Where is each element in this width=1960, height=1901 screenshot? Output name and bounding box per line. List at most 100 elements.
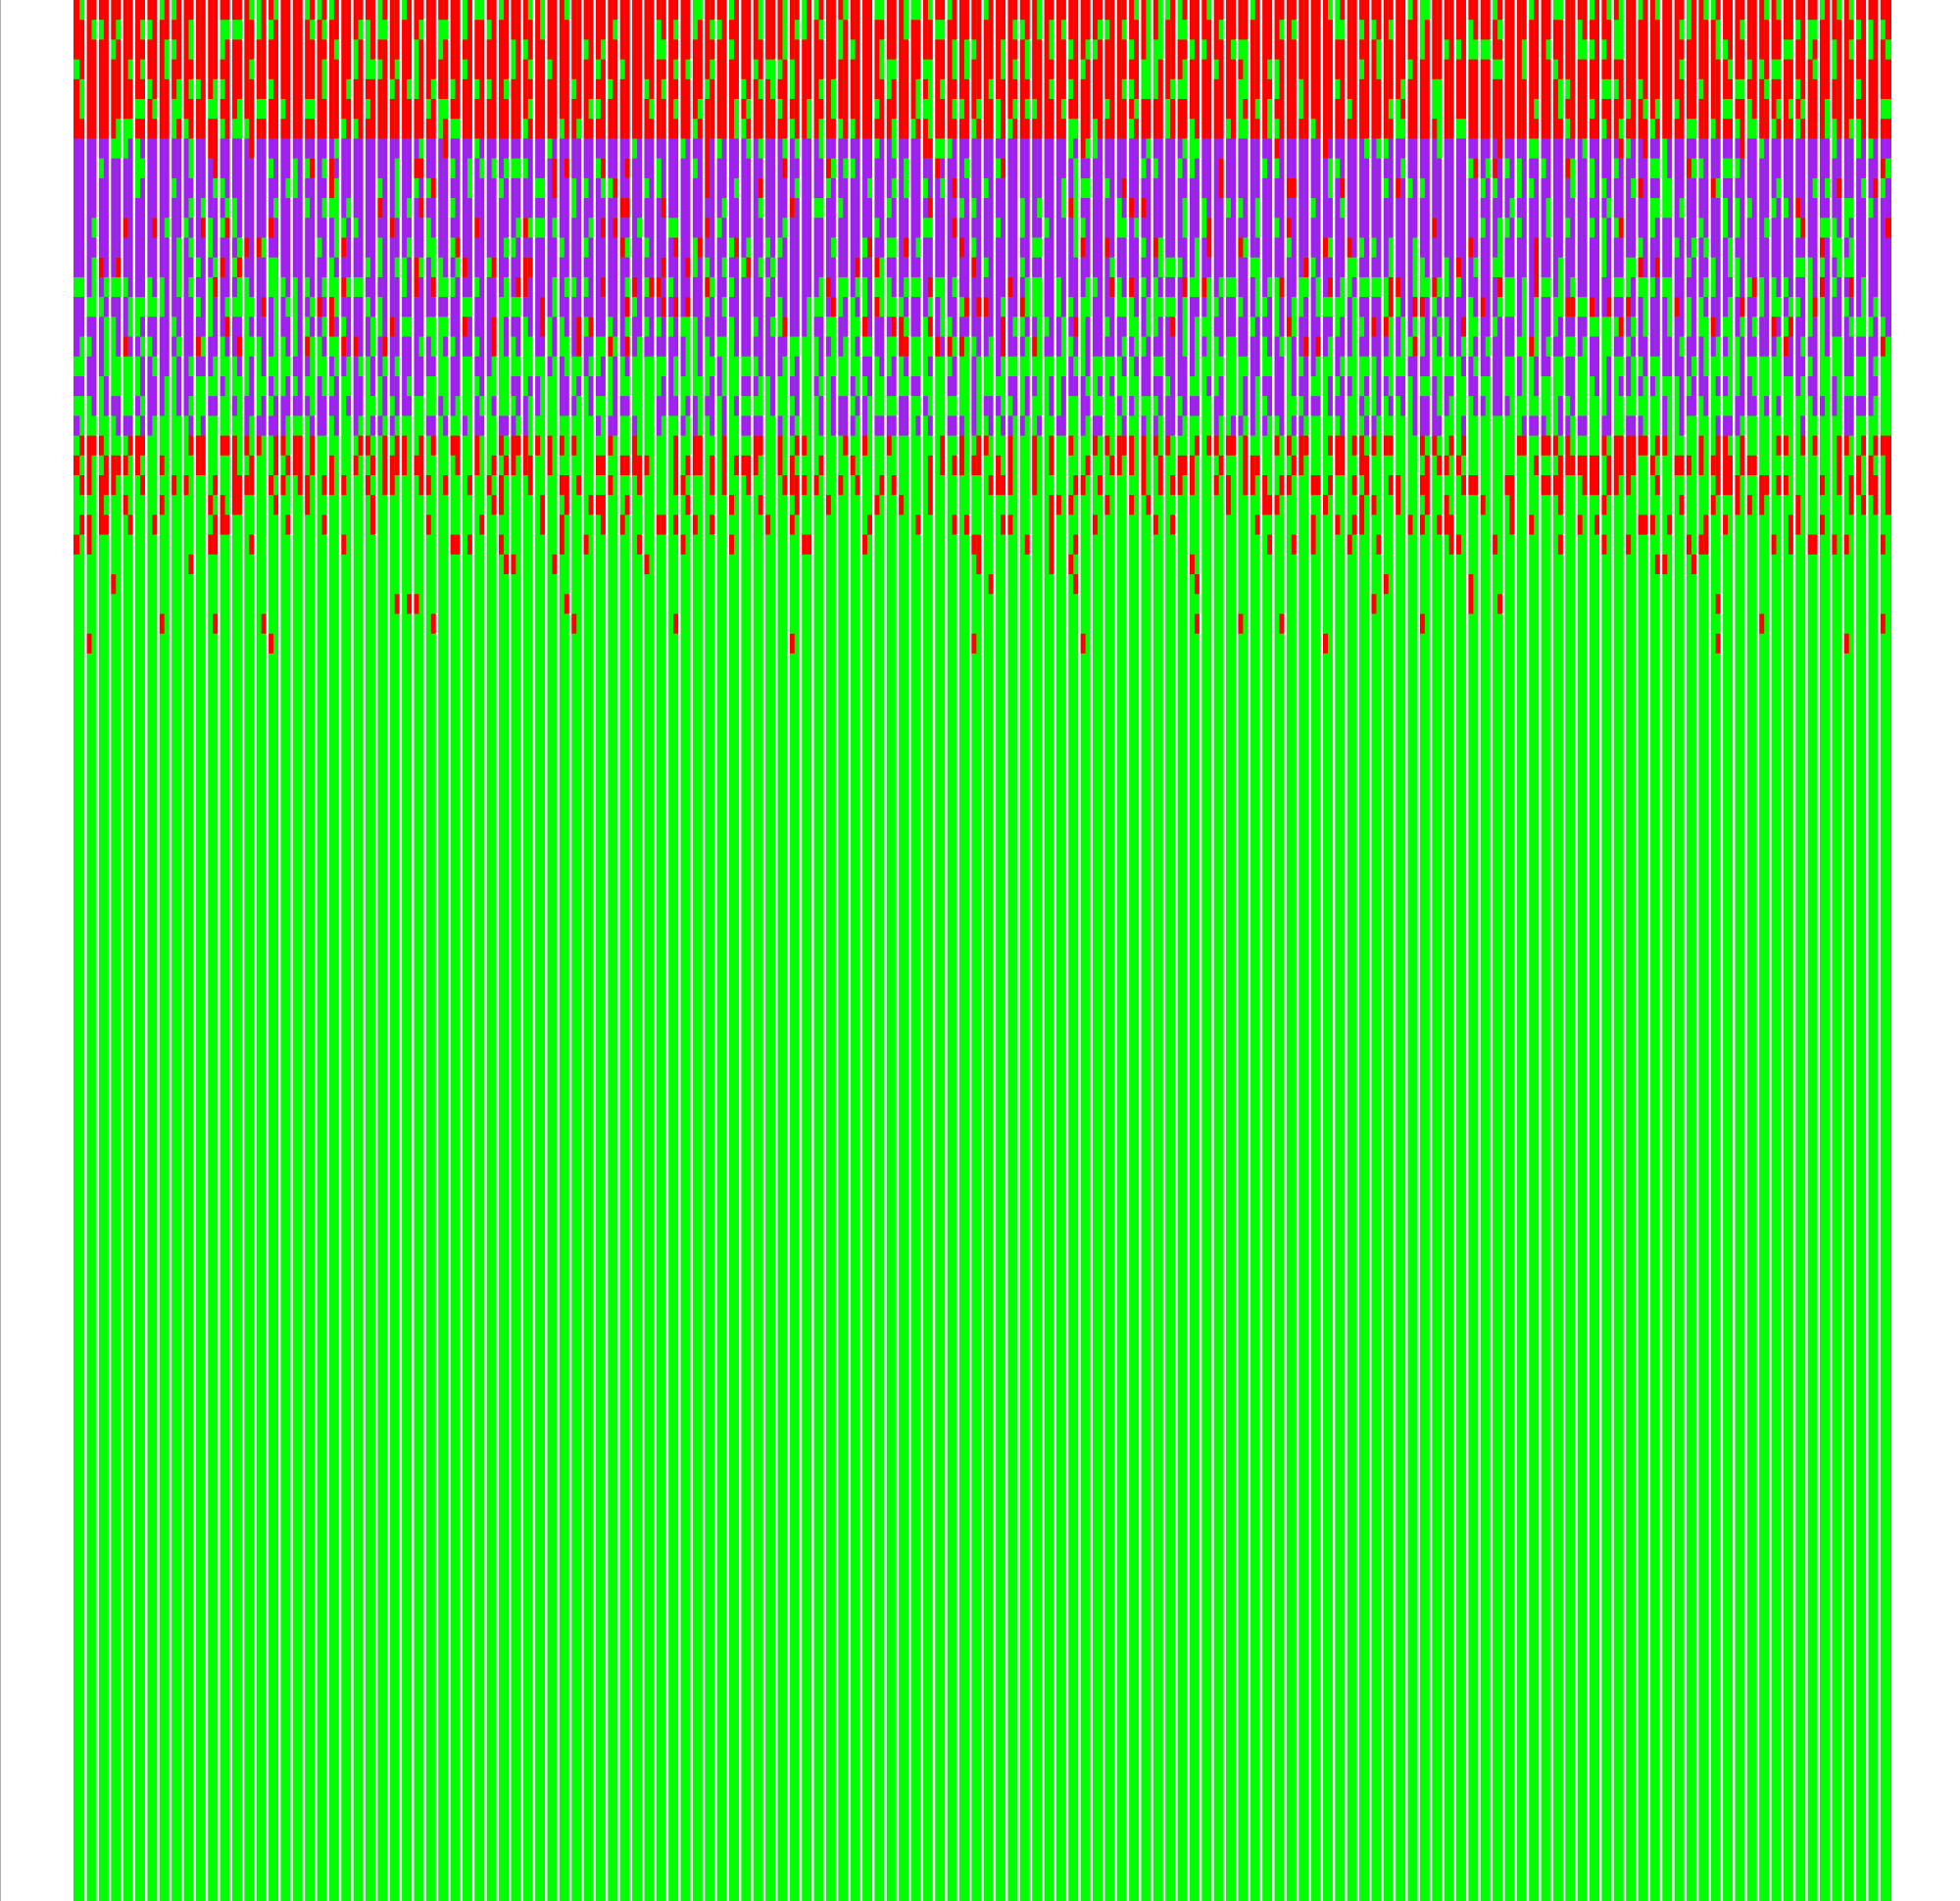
state-cell (74, 138, 80, 277)
state-cell (988, 138, 995, 337)
state-cell (310, 317, 317, 337)
state-cell (1079, 78, 1086, 159)
state-cell (921, 158, 928, 178)
state-cell (1254, 0, 1261, 100)
state-cell (1509, 0, 1516, 139)
state-cell (243, 435, 250, 456)
state-cell (782, 177, 789, 219)
state-cell (1285, 435, 1292, 456)
state-cell (752, 78, 759, 139)
state-cell (236, 336, 244, 357)
state-cell (952, 237, 958, 277)
state-cell (1394, 198, 1401, 277)
state-cell (291, 138, 298, 159)
state-cell (758, 415, 764, 436)
state-cell (303, 119, 311, 139)
state-cell (321, 177, 328, 199)
state-cell (1437, 415, 1444, 436)
state-cell (224, 435, 231, 456)
state-cell (746, 455, 753, 496)
state-cell (588, 237, 595, 317)
state-cell (1709, 455, 1716, 475)
state-cell (1861, 396, 1868, 416)
state-cell (927, 198, 935, 219)
state-cell (691, 514, 698, 535)
state-cell (1885, 119, 1891, 139)
state-cell (279, 396, 286, 436)
state-cell (570, 138, 577, 178)
state-cell (1188, 297, 1195, 376)
state-cell (327, 20, 334, 139)
state-cell (1721, 435, 1729, 496)
state-cell (1260, 317, 1268, 337)
state-cell (1340, 375, 1347, 436)
column-gap-line (1769, 0, 1772, 1901)
state-cell (1770, 534, 1777, 555)
state-cell (122, 415, 128, 436)
state-cell (1054, 138, 1061, 277)
state-cell (110, 59, 117, 139)
state-cell (497, 20, 505, 139)
column-gap-line (1465, 0, 1469, 1901)
state-cell (133, 0, 141, 100)
state-cell (85, 317, 92, 337)
state-cell (1018, 415, 1025, 436)
state-cell (230, 237, 237, 258)
state-cell (685, 455, 692, 475)
state-cell (321, 396, 328, 436)
state-cell (261, 138, 268, 238)
state-cell (504, 177, 511, 238)
state-cell (1134, 20, 1141, 100)
state-cell (1685, 177, 1691, 258)
state-cell (1079, 158, 1086, 178)
state-cell (1503, 177, 1510, 219)
state-cell (449, 257, 456, 277)
column-gap-line (799, 0, 803, 1901)
state-cell (255, 237, 262, 258)
state-cell (824, 495, 831, 515)
state-cell (879, 475, 886, 496)
state-cell (1346, 375, 1352, 397)
column-gap-line (629, 0, 633, 1901)
state-cell (316, 297, 322, 317)
state-cell (855, 396, 861, 416)
state-cell (497, 534, 505, 555)
state-cell (1291, 138, 1298, 178)
state-cell (74, 78, 80, 139)
state-cell (952, 514, 958, 535)
state-cell (860, 317, 868, 337)
state-cell (904, 396, 910, 436)
state-cell (921, 78, 928, 100)
state-cell (1146, 158, 1152, 298)
state-cell (1703, 375, 1710, 416)
state-cell (103, 375, 111, 416)
state-cell (194, 336, 201, 357)
state-cell (449, 435, 456, 456)
state-cell (1788, 336, 1795, 376)
state-cell (1043, 336, 1050, 357)
state-cell (849, 455, 856, 475)
state-cell (1334, 514, 1341, 535)
state-cell (1782, 336, 1788, 357)
state-cell (1006, 375, 1013, 397)
state-cell (891, 158, 898, 178)
state-cell (424, 415, 431, 436)
state-cell (855, 0, 861, 139)
state-cell (1394, 177, 1401, 199)
column-gap-line (1756, 0, 1760, 1901)
state-cell (213, 119, 220, 178)
state-cell (164, 138, 171, 219)
state-cell (1182, 455, 1189, 475)
column-gap-line (581, 0, 584, 1901)
state-cell (533, 198, 541, 219)
state-cell (710, 138, 716, 277)
state-cell (818, 455, 825, 475)
state-cell (1176, 415, 1183, 436)
state-cell (152, 119, 159, 139)
state-cell (904, 198, 910, 238)
state-cell (1188, 59, 1195, 120)
state-cell (1637, 415, 1643, 436)
state-cell (837, 218, 844, 277)
state-cell (321, 218, 328, 277)
state-cell (1303, 257, 1310, 277)
